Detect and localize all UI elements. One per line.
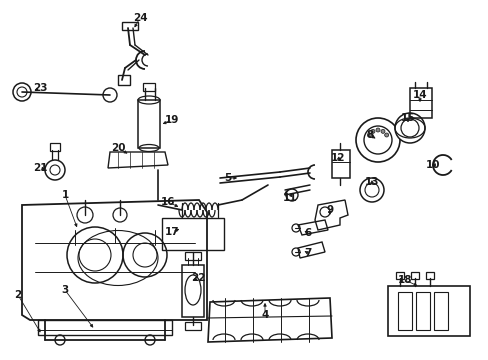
Text: 13: 13 bbox=[364, 177, 379, 187]
Text: 12: 12 bbox=[330, 153, 345, 163]
Circle shape bbox=[103, 88, 117, 102]
Text: 19: 19 bbox=[164, 115, 179, 125]
Bar bbox=[387, 286, 469, 336]
Text: 21: 21 bbox=[33, 163, 47, 173]
Bar bbox=[433, 292, 447, 330]
Circle shape bbox=[375, 128, 379, 132]
Circle shape bbox=[355, 118, 399, 162]
Bar bbox=[409, 88, 431, 118]
Circle shape bbox=[145, 335, 155, 345]
Text: 20: 20 bbox=[110, 143, 125, 153]
Text: 10: 10 bbox=[425, 160, 439, 170]
Bar bbox=[122, 22, 138, 30]
Text: 8: 8 bbox=[366, 130, 373, 140]
Circle shape bbox=[366, 133, 370, 137]
Bar bbox=[184, 252, 201, 260]
Bar bbox=[162, 218, 224, 250]
Circle shape bbox=[13, 83, 31, 101]
Text: 2: 2 bbox=[14, 290, 21, 300]
Bar bbox=[415, 292, 429, 330]
Bar bbox=[118, 75, 130, 85]
Circle shape bbox=[45, 160, 65, 180]
Bar bbox=[142, 83, 155, 91]
Text: 23: 23 bbox=[33, 83, 47, 93]
Text: 6: 6 bbox=[304, 228, 311, 238]
Circle shape bbox=[55, 335, 65, 345]
Circle shape bbox=[359, 178, 383, 202]
Text: 5: 5 bbox=[224, 173, 231, 183]
Bar bbox=[395, 272, 403, 279]
Circle shape bbox=[394, 113, 424, 143]
Text: 22: 22 bbox=[190, 273, 205, 283]
Bar bbox=[50, 143, 60, 151]
Text: 17: 17 bbox=[164, 227, 179, 237]
Text: 24: 24 bbox=[132, 13, 147, 23]
Bar bbox=[138, 100, 160, 148]
Text: 15: 15 bbox=[400, 113, 414, 123]
Circle shape bbox=[370, 129, 374, 133]
Bar bbox=[397, 292, 411, 330]
Text: 14: 14 bbox=[412, 90, 427, 100]
Text: 9: 9 bbox=[326, 205, 333, 215]
Bar bbox=[410, 272, 418, 279]
Circle shape bbox=[285, 189, 297, 201]
Circle shape bbox=[380, 129, 384, 133]
Text: 16: 16 bbox=[161, 197, 175, 207]
Text: 18: 18 bbox=[397, 275, 411, 285]
Bar bbox=[425, 272, 433, 279]
Bar bbox=[182, 265, 203, 317]
Text: 3: 3 bbox=[61, 285, 68, 295]
Bar bbox=[184, 322, 201, 330]
Circle shape bbox=[384, 133, 388, 137]
Text: 11: 11 bbox=[282, 193, 297, 203]
Bar bbox=[331, 150, 349, 178]
Text: 1: 1 bbox=[61, 190, 68, 200]
Text: 4: 4 bbox=[261, 310, 268, 320]
Text: 7: 7 bbox=[304, 248, 311, 258]
